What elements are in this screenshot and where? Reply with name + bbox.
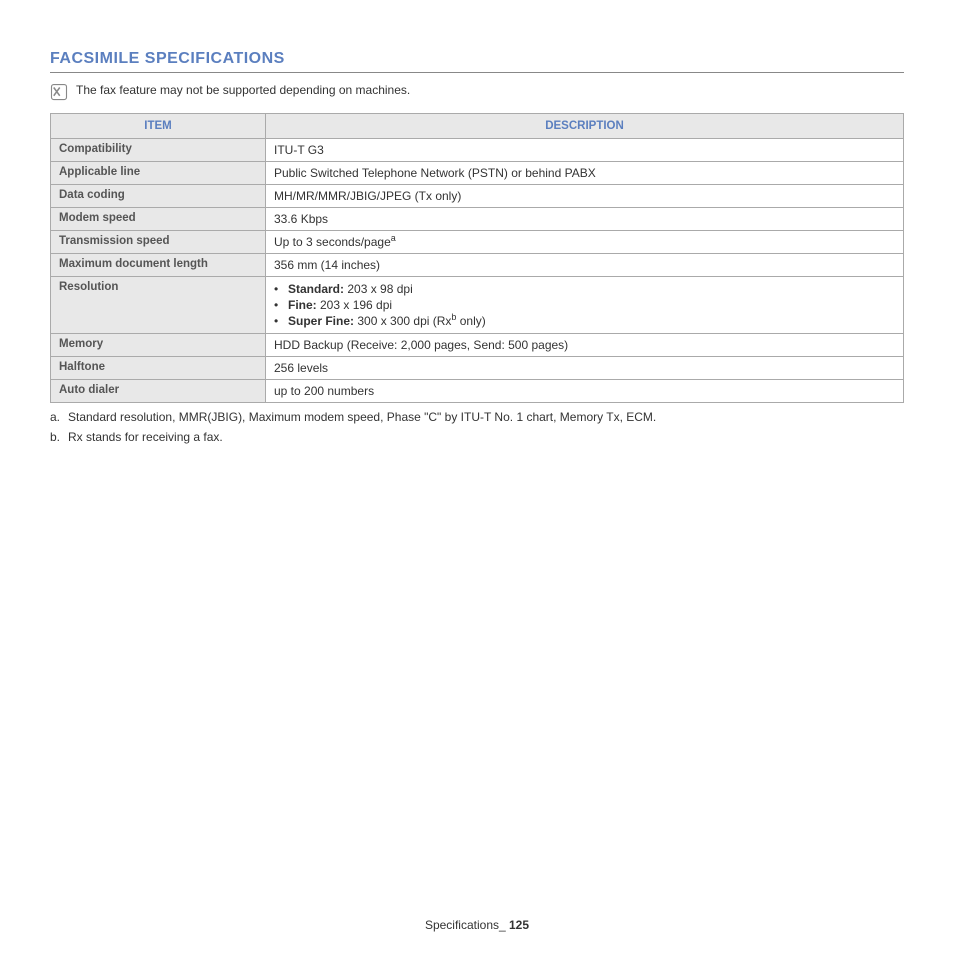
table-row: Applicable line Public Switched Telephon…: [51, 162, 904, 185]
table-row: Memory HDD Backup (Receive: 2,000 pages,…: [51, 334, 904, 357]
table-row: Compatibility ITU-T G3: [51, 139, 904, 162]
item-cell: Applicable line: [51, 162, 266, 185]
footnote-text: Standard resolution, MMR(JBIG), Maximum …: [68, 409, 656, 426]
table-row: Maximum document length 356 mm (14 inche…: [51, 254, 904, 277]
footnote-marker: a.: [50, 409, 64, 426]
list-item: Fine: 203 x 196 dpi: [288, 297, 895, 313]
res-value: 203 x 196 dpi: [317, 298, 392, 312]
footnote-marker: b.: [50, 429, 64, 446]
desc-cell: HDD Backup (Receive: 2,000 pages, Send: …: [266, 334, 904, 357]
res-value: 203 x 98 dpi: [344, 282, 413, 296]
desc-cell: 33.6 Kbps: [266, 208, 904, 231]
table-row: Data coding MH/MR/MMR/JBIG/JPEG (Tx only…: [51, 185, 904, 208]
table-row: Modem speed 33.6 Kbps: [51, 208, 904, 231]
note-icon: [50, 83, 68, 101]
spec-table: ITEM DESCRIPTION Compatibility ITU-T G3 …: [50, 113, 904, 403]
item-cell: Memory: [51, 334, 266, 357]
table-row: Transmission speed Up to 3 seconds/pagea: [51, 231, 904, 254]
desc-cell: ITU-T G3: [266, 139, 904, 162]
footnote-ref: a: [391, 233, 396, 243]
res-label: Super Fine:: [288, 314, 354, 328]
item-cell: Resolution: [51, 277, 266, 334]
note-text: The fax feature may not be supported dep…: [76, 83, 410, 97]
list-item: Super Fine: 300 x 300 dpi (Rxb only): [288, 313, 895, 329]
desc-cell: Standard: 203 x 98 dpi Fine: 203 x 196 d…: [266, 277, 904, 334]
table-row: Auto dialer up to 200 numbers: [51, 380, 904, 403]
desc-cell: Up to 3 seconds/pagea: [266, 231, 904, 254]
page-footer: Specifications_ 125: [0, 918, 954, 932]
res-value: 300 x 300 dpi (Rx: [354, 314, 451, 328]
footnote-a: a. Standard resolution, MMR(JBIG), Maxim…: [50, 409, 904, 426]
item-cell: Auto dialer: [51, 380, 266, 403]
footnote-text: Rx stands for receiving a fax.: [68, 429, 223, 446]
item-cell: Modem speed: [51, 208, 266, 231]
footnote-b: b. Rx stands for receiving a fax.: [50, 429, 904, 446]
item-cell: Maximum document length: [51, 254, 266, 277]
res-value-post: only): [456, 314, 485, 328]
note-row: The fax feature may not be supported dep…: [50, 83, 904, 101]
table-row: Resolution Standard: 203 x 98 dpi Fine: …: [51, 277, 904, 334]
col-header-desc: DESCRIPTION: [266, 114, 904, 139]
section-title: FACSIMILE SPECIFICATIONS: [50, 50, 904, 73]
res-label: Standard:: [288, 282, 344, 296]
desc-cell: Public Switched Telephone Network (PSTN)…: [266, 162, 904, 185]
item-cell: Compatibility: [51, 139, 266, 162]
footnotes: a. Standard resolution, MMR(JBIG), Maxim…: [50, 409, 904, 446]
desc-cell: 256 levels: [266, 357, 904, 380]
desc-text: Up to 3 seconds/page: [274, 235, 391, 249]
item-cell: Halftone: [51, 357, 266, 380]
col-header-item: ITEM: [51, 114, 266, 139]
item-cell: Data coding: [51, 185, 266, 208]
desc-cell: MH/MR/MMR/JBIG/JPEG (Tx only): [266, 185, 904, 208]
item-cell: Transmission speed: [51, 231, 266, 254]
table-row: Halftone 256 levels: [51, 357, 904, 380]
list-item: Standard: 203 x 98 dpi: [288, 281, 895, 297]
resolution-list: Standard: 203 x 98 dpi Fine: 203 x 196 d…: [274, 281, 895, 329]
page-number: 125: [509, 918, 529, 932]
footer-label: Specifications_: [425, 918, 509, 932]
desc-cell: 356 mm (14 inches): [266, 254, 904, 277]
res-label: Fine:: [288, 298, 317, 312]
desc-cell: up to 200 numbers: [266, 380, 904, 403]
